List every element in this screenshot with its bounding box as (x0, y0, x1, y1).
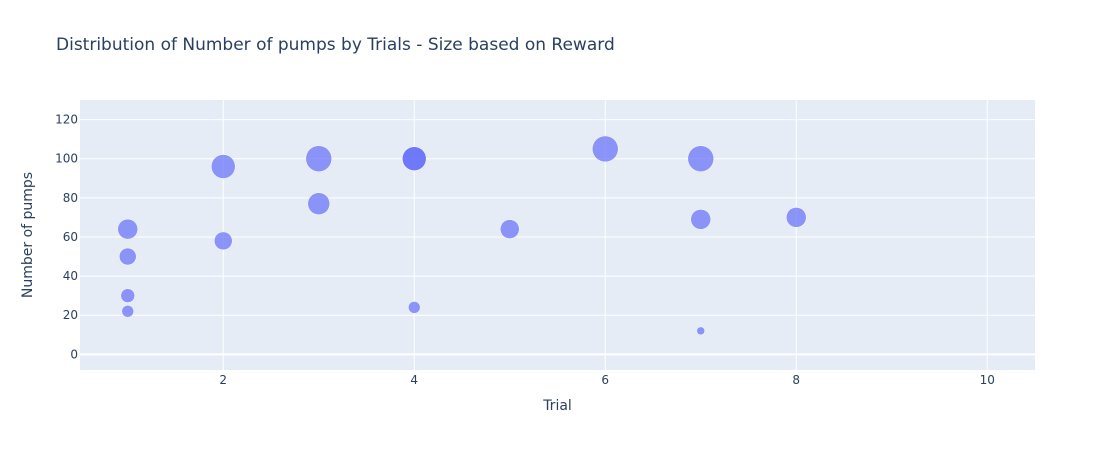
y-tick-label: 0 (70, 347, 78, 361)
y-tick-label: 40 (63, 269, 78, 283)
chart-title: Distribution of Number of pumps by Trial… (56, 35, 615, 55)
scatter-point[interactable] (305, 145, 332, 172)
scatter-point[interactable] (690, 209, 711, 230)
scatter-point[interactable] (696, 326, 705, 336)
scatter-point[interactable] (500, 219, 520, 239)
data-points (117, 135, 807, 336)
scatter-point[interactable] (117, 218, 138, 240)
y-tick-label: 80 (63, 191, 78, 205)
x-tick-label: 6 (601, 373, 609, 387)
y-tick-label: 60 (63, 230, 78, 244)
scatter-point[interactable] (120, 288, 135, 303)
scatter-point[interactable] (211, 154, 236, 179)
scatter-point[interactable] (402, 146, 427, 171)
y-tick-label: 20 (63, 308, 78, 322)
x-axis-title: Trial (542, 398, 572, 414)
y-axis-title: Number of pumps (20, 172, 36, 298)
x-tick-label: 2 (219, 373, 227, 387)
y-tick-label: 120 (55, 113, 78, 127)
y-tick-label: 100 (55, 152, 78, 166)
tick-labels: 0 20 40 60 80 100 120 2 4 6 8 10 (55, 113, 995, 387)
plot-area (80, 100, 1035, 370)
scatter-point[interactable] (307, 192, 330, 215)
grid-lines (80, 100, 1035, 370)
scatter-point[interactable] (408, 301, 421, 314)
x-tick-label: 8 (792, 373, 800, 387)
scatter-point[interactable] (687, 145, 714, 172)
scatter-point[interactable] (214, 231, 233, 251)
scatter-point[interactable] (592, 135, 619, 163)
scatter-point[interactable] (119, 247, 137, 266)
x-tick-label: 4 (410, 373, 418, 387)
scatter-point[interactable] (786, 207, 807, 228)
x-tick-label: 10 (980, 373, 995, 387)
scatter-point[interactable] (121, 305, 134, 318)
